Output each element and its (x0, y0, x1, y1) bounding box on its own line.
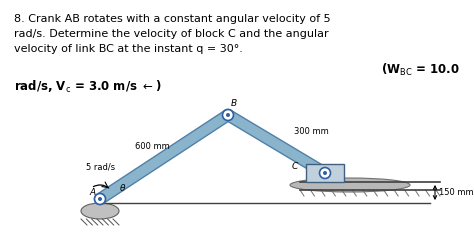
Ellipse shape (81, 203, 119, 219)
Circle shape (98, 197, 102, 201)
Text: 300 mm: 300 mm (294, 127, 329, 136)
Text: 150 mm: 150 mm (439, 188, 474, 197)
Text: A: A (90, 188, 96, 197)
Text: B: B (231, 99, 237, 108)
Text: (W$_{\rm BC}$ = 10.0: (W$_{\rm BC}$ = 10.0 (382, 62, 460, 78)
Text: 600 mm: 600 mm (135, 142, 169, 151)
Circle shape (319, 167, 330, 179)
Text: 5 rad/s: 5 rad/s (86, 162, 115, 171)
Text: rad/s, V$_{\rm c}$ = 3.0 m/s $\leftarrow$): rad/s, V$_{\rm c}$ = 3.0 m/s $\leftarrow… (14, 79, 162, 95)
Circle shape (323, 171, 327, 175)
Text: C: C (292, 162, 298, 171)
Text: velocity of link BC at the instant q = 30°.: velocity of link BC at the instant q = 3… (14, 44, 243, 54)
Circle shape (94, 193, 106, 205)
Ellipse shape (290, 178, 410, 192)
Text: rad/s. Determine the velocity of block C and the angular: rad/s. Determine the velocity of block C… (14, 29, 328, 39)
Text: 8. Crank AB rotates with a constant angular velocity of 5: 8. Crank AB rotates with a constant angu… (14, 14, 331, 24)
Text: θ: θ (120, 184, 126, 193)
Circle shape (226, 113, 230, 117)
FancyBboxPatch shape (306, 164, 344, 182)
Circle shape (222, 109, 234, 121)
